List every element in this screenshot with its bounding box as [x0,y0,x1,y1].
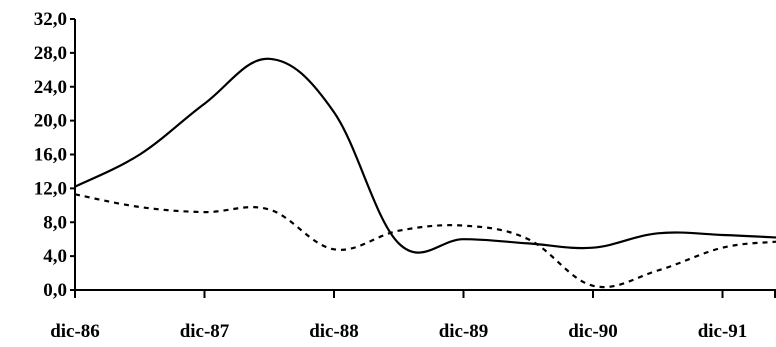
y-tick-label: 28,0 [34,43,67,64]
x-tick-label: dic-88 [309,321,359,342]
y-tick-label: 12,0 [34,178,67,199]
y-tick-label: 20,0 [34,111,67,132]
y-axis: 0,0 4,0 8,0 12,0 16,0 20,0 24,0 28,0 32,0 [34,9,76,301]
y-tick-label: 8,0 [43,212,67,233]
dashed-series-line [74,193,776,289]
x-tick-label: dic-90 [568,321,618,342]
x-tick-label: dic-89 [439,321,489,342]
x-tick-label: dic-87 [180,321,230,342]
y-tick-label: 16,0 [34,145,67,166]
x-tick-label: dic-91 [698,321,748,342]
x-tick-label: dic-86 [50,321,100,342]
x-axis: dic-86 dic-87 dic-88 dic-89 dic-90 dic-91 [50,289,776,342]
y-tick-label: 0,0 [43,280,67,301]
y-tick-label: 4,0 [43,246,67,267]
series-group [74,57,776,289]
solid-series-line [74,57,776,254]
y-tick-label: 32,0 [34,9,67,30]
y-tick-label: 24,0 [34,77,67,98]
